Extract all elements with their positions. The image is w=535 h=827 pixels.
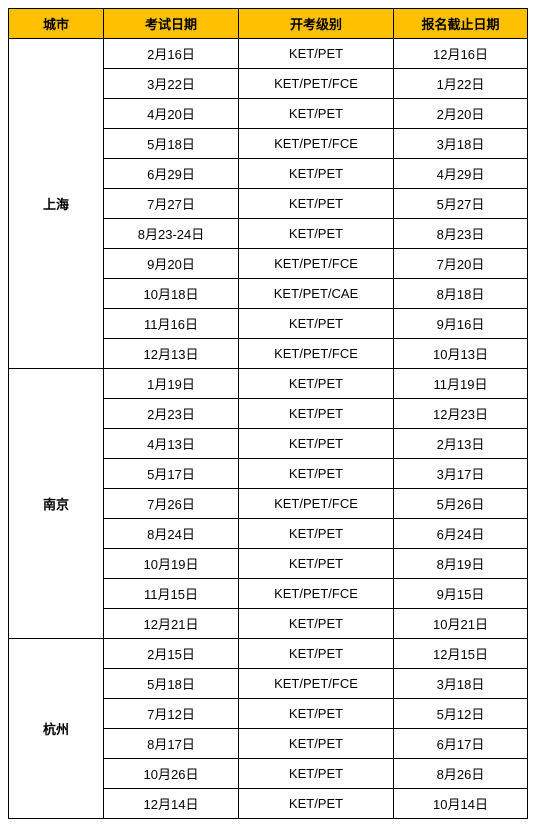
- level-cell: KET/PET: [239, 549, 394, 579]
- deadline-cell: 9月16日: [394, 309, 528, 339]
- exam-date-cell: 5月18日: [104, 669, 239, 699]
- exam-schedule-table: 城市 考试日期 开考级别 报名截止日期 上海2月16日KET/PET12月16日…: [8, 8, 528, 819]
- exam-date-cell: 1月19日: [104, 369, 239, 399]
- exam-date-cell: 10月26日: [104, 759, 239, 789]
- level-cell: KET/PET/FCE: [239, 249, 394, 279]
- deadline-cell: 2月20日: [394, 99, 528, 129]
- deadline-cell: 3月18日: [394, 669, 528, 699]
- level-cell: KET/PET/FCE: [239, 69, 394, 99]
- deadline-cell: 8月18日: [394, 279, 528, 309]
- deadline-cell: 12月16日: [394, 39, 528, 69]
- level-cell: KET/PET: [239, 789, 394, 819]
- exam-date-cell: 4月20日: [104, 99, 239, 129]
- table-header-row: 城市 考试日期 开考级别 报名截止日期: [9, 9, 528, 39]
- level-cell: KET/PET: [239, 219, 394, 249]
- level-cell: KET/PET: [239, 729, 394, 759]
- level-cell: KET/PET: [239, 39, 394, 69]
- level-cell: KET/PET/FCE: [239, 579, 394, 609]
- exam-date-cell: 10月19日: [104, 549, 239, 579]
- deadline-cell: 5月27日: [394, 189, 528, 219]
- deadline-cell: 3月18日: [394, 129, 528, 159]
- deadline-cell: 1月22日: [394, 69, 528, 99]
- exam-date-cell: 11月15日: [104, 579, 239, 609]
- exam-date-cell: 2月16日: [104, 39, 239, 69]
- level-cell: KET/PET/CAE: [239, 279, 394, 309]
- deadline-cell: 12月23日: [394, 399, 528, 429]
- deadline-cell: 6月24日: [394, 519, 528, 549]
- city-cell: 杭州: [9, 639, 104, 819]
- exam-date-cell: 7月12日: [104, 699, 239, 729]
- exam-date-cell: 8月24日: [104, 519, 239, 549]
- level-cell: KET/PET: [239, 609, 394, 639]
- level-cell: KET/PET: [239, 459, 394, 489]
- exam-date-cell: 2月15日: [104, 639, 239, 669]
- level-cell: KET/PET/FCE: [239, 339, 394, 369]
- exam-date-cell: 7月27日: [104, 189, 239, 219]
- deadline-cell: 8月23日: [394, 219, 528, 249]
- level-cell: KET/PET: [239, 309, 394, 339]
- deadline-cell: 8月26日: [394, 759, 528, 789]
- exam-date-cell: 12月13日: [104, 339, 239, 369]
- deadline-cell: 2月13日: [394, 429, 528, 459]
- deadline-cell: 6月17日: [394, 729, 528, 759]
- exam-date-cell: 7月26日: [104, 489, 239, 519]
- exam-date-cell: 8月17日: [104, 729, 239, 759]
- city-cell: 上海: [9, 39, 104, 369]
- deadline-cell: 4月29日: [394, 159, 528, 189]
- exam-date-cell: 3月22日: [104, 69, 239, 99]
- exam-date-cell: 5月18日: [104, 129, 239, 159]
- level-cell: KET/PET/FCE: [239, 669, 394, 699]
- level-cell: KET/PET: [239, 639, 394, 669]
- deadline-cell: 9月15日: [394, 579, 528, 609]
- exam-date-cell: 5月17日: [104, 459, 239, 489]
- exam-date-cell: 4月13日: [104, 429, 239, 459]
- deadline-cell: 5月26日: [394, 489, 528, 519]
- level-cell: KET/PET: [239, 399, 394, 429]
- exam-date-cell: 6月29日: [104, 159, 239, 189]
- level-cell: KET/PET: [239, 759, 394, 789]
- deadline-cell: 12月15日: [394, 639, 528, 669]
- deadline-cell: 10月14日: [394, 789, 528, 819]
- exam-date-cell: 2月23日: [104, 399, 239, 429]
- exam-date-cell: 12月14日: [104, 789, 239, 819]
- deadline-cell: 10月21日: [394, 609, 528, 639]
- exam-date-cell: 10月18日: [104, 279, 239, 309]
- level-cell: KET/PET: [239, 159, 394, 189]
- exam-date-cell: 8月23-24日: [104, 219, 239, 249]
- level-cell: KET/PET: [239, 429, 394, 459]
- exam-date-cell: 9月20日: [104, 249, 239, 279]
- deadline-cell: 10月13日: [394, 339, 528, 369]
- city-cell: 南京: [9, 369, 104, 639]
- header-city: 城市: [9, 9, 104, 39]
- level-cell: KET/PET: [239, 519, 394, 549]
- deadline-cell: 3月17日: [394, 459, 528, 489]
- level-cell: KET/PET/FCE: [239, 489, 394, 519]
- level-cell: KET/PET: [239, 699, 394, 729]
- exam-date-cell: 11月16日: [104, 309, 239, 339]
- level-cell: KET/PET: [239, 189, 394, 219]
- deadline-cell: 11月19日: [394, 369, 528, 399]
- table-row: 南京1月19日KET/PET11月19日: [9, 369, 528, 399]
- deadline-cell: 8月19日: [394, 549, 528, 579]
- exam-date-cell: 12月21日: [104, 609, 239, 639]
- table-row: 上海2月16日KET/PET12月16日: [9, 39, 528, 69]
- header-level: 开考级别: [239, 9, 394, 39]
- level-cell: KET/PET: [239, 99, 394, 129]
- table-row: 杭州2月15日KET/PET12月15日: [9, 639, 528, 669]
- level-cell: KET/PET/FCE: [239, 129, 394, 159]
- header-deadline: 报名截止日期: [394, 9, 528, 39]
- level-cell: KET/PET: [239, 369, 394, 399]
- deadline-cell: 7月20日: [394, 249, 528, 279]
- deadline-cell: 5月12日: [394, 699, 528, 729]
- header-exam-date: 考试日期: [104, 9, 239, 39]
